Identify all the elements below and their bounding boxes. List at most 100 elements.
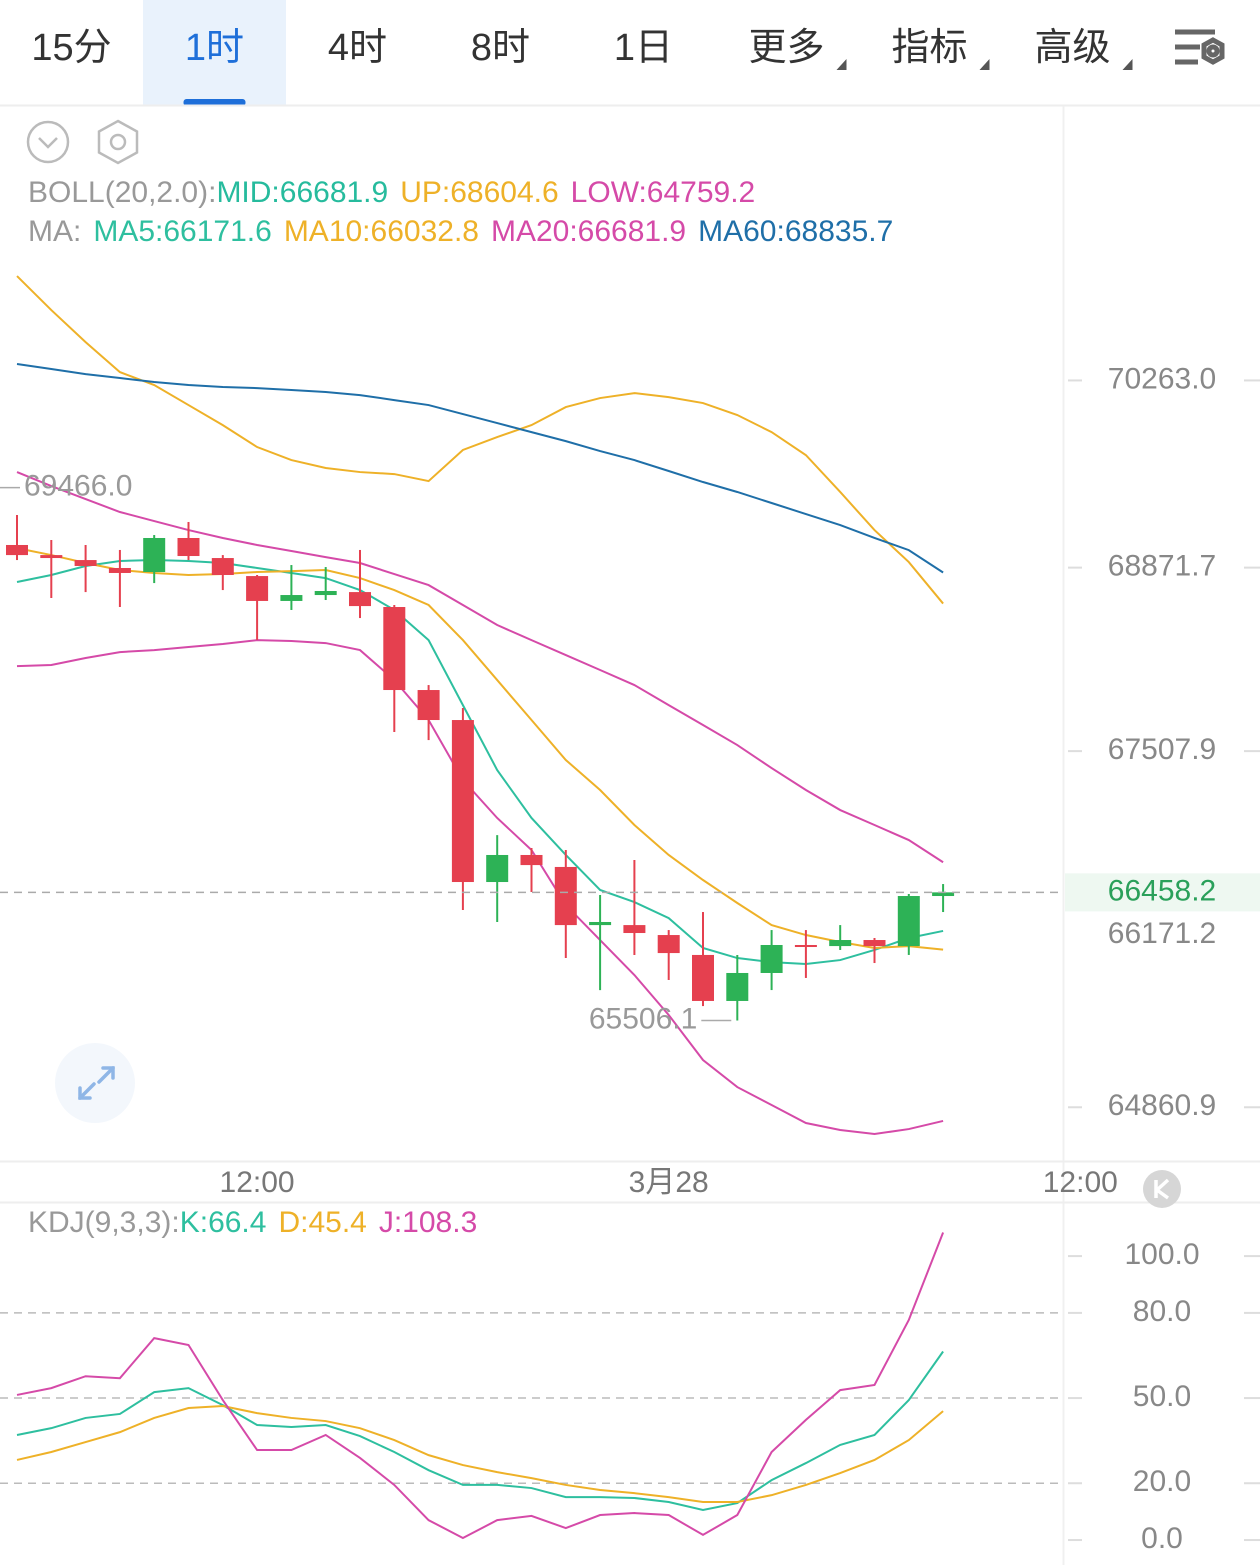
legend-entry: UP:68604.6 [400,176,558,209]
collapse-button[interactable] [26,120,70,164]
k-badge[interactable] [1143,1170,1181,1208]
kdj-line [16,1350,944,1511]
candle-body [40,555,63,559]
tab[interactable]: 高级 [1034,27,1133,70]
tab-bar: 15分 1时 4时 8时 1日 更多 指标 高级 [31,0,1133,106]
legend-prefix: MA: [28,215,81,248]
settings-icon[interactable] [1175,29,1225,65]
legend-prefix: KDJ(9,3,3): [28,1206,180,1239]
tab-highlight [143,0,286,105]
kdj-line [16,1232,945,1540]
y-tick-label: 100.0 [1124,1238,1199,1271]
marker-label: 69466.0 [24,470,132,503]
kdj-line [16,1405,944,1503]
tab[interactable]: 8时 [471,27,530,69]
tab-indicator [183,99,246,106]
candle-body [794,944,817,948]
tab-label: 4时 [328,27,387,69]
legend-entry: MID:66681.9 [216,176,388,209]
tab[interactable]: 指标 [891,27,990,70]
y-tick-label: 50.0 [1133,1380,1191,1413]
tab-label: 1时 [185,27,244,69]
indicator-line [16,547,944,951]
indicator-line [16,471,944,864]
candle-body [246,576,269,601]
candle-body [211,558,234,575]
y-tick-label: 20.0 [1133,1465,1191,1498]
candle-body [863,940,886,947]
tab[interactable]: 15分 [31,27,111,69]
indicator-line [16,559,944,965]
indicator-line [16,363,944,574]
ma-legend: MA: MA5:66171.6 MA10:66032.8 MA20:66681.9 MA… [28,215,893,248]
tab[interactable]: 1时 [143,0,286,106]
last-price-label: 66458.2 [1108,874,1216,907]
y-tick-label: 64860.9 [1108,1089,1216,1122]
axis-price-label: 66171.2 [1108,917,1216,950]
legend-entry: MA10:66032.8 [284,215,479,248]
candle-body [143,537,166,573]
dropdown-arrow [1122,59,1133,70]
legend-entry: MA5:66171.6 [93,215,271,248]
tab-label: 高级 [1034,27,1110,69]
tab-label: 指标 [891,27,967,69]
candle-body [417,690,440,721]
marker-label: 65506.1 [589,1002,697,1035]
x-tick-label: 12:00 [1043,1166,1118,1199]
candle-body [451,720,474,883]
tab[interactable]: 4时 [328,27,387,69]
y-tick-label: 80.0 [1133,1295,1191,1328]
tab[interactable]: 更多 [748,27,847,70]
tab-label: 更多 [748,27,824,69]
y-tick-label: 67507.9 [1108,733,1216,766]
boll-legend: BOLL(20,2.0):MID:66681.9 UP:68604.6 LOW:64… [28,176,755,209]
candle-body [932,892,955,897]
candle-body [760,944,783,973]
tab[interactable]: 1日 [614,27,673,69]
candle-body [589,921,612,926]
candle-body [349,592,371,607]
dropdown-arrow [836,59,847,70]
indicator-line [16,639,944,1136]
expand-button[interactable] [55,1043,135,1123]
candle-body [692,954,714,1001]
legend-entry: LOW:64759.2 [571,176,756,209]
candle-body [623,925,646,934]
candle-body [177,537,200,557]
candle-body [108,567,131,573]
candle-body [74,560,97,566]
candle-body [280,595,303,601]
candle-body [829,940,852,947]
candle-body [554,866,577,926]
legend-entry: MA60:68835.7 [698,215,893,248]
last-price-bg [1065,873,1260,912]
dropdown-arrow [979,59,990,70]
settings-button[interactable] [97,119,139,165]
x-tick-label: 3月28 [629,1166,709,1199]
candle-body [726,972,749,1001]
legend-prefix: BOLL(20,2.0): [28,176,216,209]
candle-body [6,544,28,556]
candle-body [486,854,509,883]
candle-body [383,607,406,691]
tab-label: 15分 [31,27,111,69]
y-tick-label: 0.0 [1141,1522,1183,1555]
indicator-line [16,275,944,605]
legend-entry: K:66.4 [180,1206,267,1239]
tab-label: 1日 [614,27,673,69]
legend-entry: J:108.3 [379,1206,477,1239]
kdj-legend: KDJ(9,3,3):K:66.4 D:45.4 J:108.3 [28,1206,477,1239]
tab-label: 8时 [471,27,530,69]
y-tick-label: 68871.7 [1108,550,1216,583]
legend-entry: D:45.4 [278,1206,366,1239]
legend-entry: MA20:66681.9 [491,215,686,248]
y-tick-label: 70263.0 [1108,362,1216,395]
candle-body [314,591,337,596]
x-tick-label: 12:00 [220,1166,295,1199]
candle-body [897,896,920,947]
candle-body [657,935,680,954]
candle-body [520,854,543,866]
